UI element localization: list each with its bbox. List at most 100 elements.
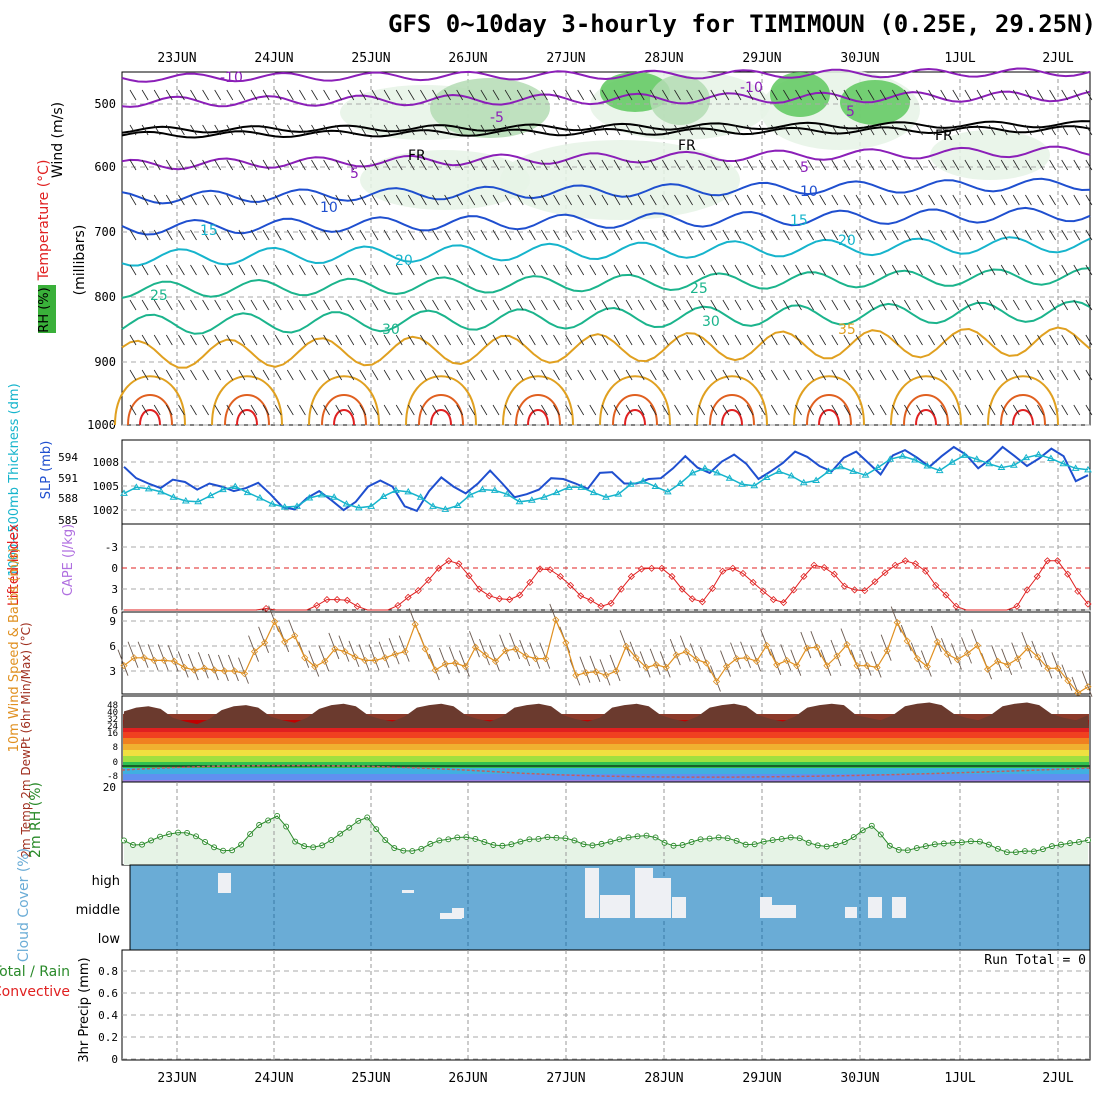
li-point [1064, 570, 1072, 578]
wind-barb [407, 369, 415, 381]
isotherm-dome [903, 394, 949, 426]
wind-barb [395, 89, 403, 101]
li-point [729, 564, 737, 572]
wind-barb [141, 264, 149, 276]
wind-barb [1061, 89, 1069, 101]
date-label-bottom: 28JUN [644, 1071, 683, 1086]
wind-barb [891, 264, 899, 276]
wind-barb [758, 404, 766, 416]
wind-barb [734, 159, 742, 171]
wind-barb [819, 299, 827, 311]
wind-barb [843, 229, 851, 241]
wind-barb [516, 124, 524, 136]
wind-barb [770, 369, 778, 381]
wind-barb [795, 159, 802, 171]
wind-barb [662, 89, 669, 101]
isotherm-dome [224, 394, 270, 426]
wind-barb [734, 194, 742, 206]
wind-barb [662, 229, 669, 241]
wind-barb [1037, 229, 1044, 241]
wind-barb [1049, 299, 1056, 311]
wind-barb [217, 654, 229, 682]
thickness-tick: 591 [58, 472, 78, 485]
wind-barb [625, 89, 633, 101]
temp-band [123, 732, 1089, 738]
wind-barb [783, 89, 790, 101]
rh-area [124, 816, 1088, 865]
li-point [333, 595, 341, 604]
wind-point [712, 677, 721, 686]
temp-tick: 16 [107, 729, 118, 739]
wind-barb [347, 159, 355, 171]
li-point [871, 578, 879, 586]
wind-barb [504, 124, 512, 136]
li-point [516, 591, 524, 599]
wind-barb [1025, 334, 1032, 346]
wind-point [261, 639, 269, 647]
wind-barb [758, 194, 766, 206]
wind-barb [371, 89, 379, 101]
wind-barb [734, 299, 742, 311]
wind-barb [438, 647, 450, 675]
wind-barb [456, 229, 464, 241]
wind-barb [867, 404, 875, 416]
wind-barb [758, 229, 766, 241]
wind-barb [553, 159, 560, 171]
temp-band [123, 738, 1089, 744]
wind-barb [843, 264, 851, 276]
wind-barb [904, 229, 911, 241]
isotherm-dome [599, 375, 671, 426]
wind-barb [698, 159, 706, 171]
wind-point [331, 645, 339, 653]
wind-barb [420, 369, 427, 381]
wind-barb [141, 89, 149, 101]
wind-point [441, 660, 449, 668]
wind-barb [928, 264, 935, 276]
wind-barb [492, 369, 500, 381]
wind-barb [129, 334, 137, 346]
ylabel-cloud: Cloud Cover (%) [16, 848, 32, 962]
wind-barb [323, 89, 330, 101]
wind-barb [553, 194, 560, 206]
wind-barb [686, 404, 693, 416]
wind-barb [988, 334, 996, 346]
wind-barb [669, 638, 681, 666]
wind-barb [758, 334, 766, 346]
wind-barb [722, 159, 730, 171]
wind-barb [1049, 334, 1056, 346]
wind-barb [601, 194, 609, 206]
wind-barb [589, 124, 597, 136]
wind-barb [662, 194, 669, 206]
wind-barb [468, 369, 476, 381]
wind-barb [553, 404, 560, 416]
wind-barb [1037, 334, 1044, 346]
wind-barb [867, 264, 875, 276]
wind-barb [867, 369, 875, 381]
wind-barb [129, 89, 137, 101]
isotherm-label: 15 [790, 213, 808, 229]
date-label-bottom: 23JUN [157, 1071, 196, 1086]
wind-barb [407, 159, 415, 171]
wind-barb [904, 404, 911, 416]
cloud-block [452, 908, 464, 918]
wind-barb [916, 89, 923, 101]
wind-barb [141, 299, 149, 311]
wind-barb [202, 334, 209, 346]
wind-barb [147, 644, 159, 671]
wind-barb [577, 264, 585, 276]
wind-barb [613, 299, 621, 311]
wind-barb [190, 404, 197, 416]
wind-barb [226, 229, 234, 241]
wind-barb [1085, 194, 1093, 206]
isotherm [121, 120, 1091, 134]
wind-barb [286, 229, 294, 241]
wind-point [883, 647, 891, 655]
wind-barb [1085, 404, 1093, 416]
wind-barb [991, 645, 1003, 672]
wind-barb [807, 89, 814, 101]
li-point [1033, 572, 1041, 581]
wind-barb [674, 369, 681, 381]
wind-barb [286, 369, 294, 381]
wind-barb [710, 369, 718, 381]
